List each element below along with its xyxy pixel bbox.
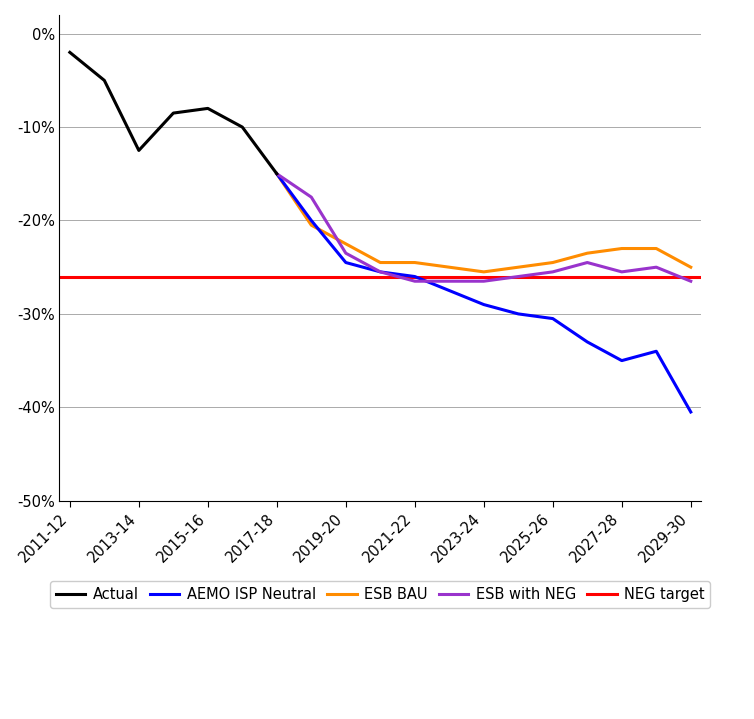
Actual (134, 146, 143, 155)
ESB BAU (272, 170, 281, 178)
Actual (66, 48, 75, 57)
Line: ESB with NEG: ESB with NEG (277, 174, 691, 281)
ESB with NEG (686, 277, 695, 285)
ESB BAU (513, 263, 523, 272)
AEMO ISP Neutral (410, 273, 419, 281)
ESB with NEG (583, 258, 592, 267)
NEG target (66, 273, 75, 281)
AEMO ISP Neutral (686, 408, 695, 416)
ESB BAU (651, 244, 661, 253)
ESB with NEG (307, 193, 316, 201)
ESB BAU (618, 244, 627, 253)
AEMO ISP Neutral (480, 301, 489, 309)
ESB BAU (445, 263, 454, 272)
ESB BAU (583, 249, 592, 257)
ESB with NEG (272, 170, 281, 178)
ESB BAU (480, 267, 489, 276)
AEMO ISP Neutral (342, 258, 351, 267)
Line: ESB BAU: ESB BAU (277, 174, 691, 272)
ESB BAU (375, 258, 385, 267)
ESB with NEG (548, 267, 557, 276)
AEMO ISP Neutral (513, 310, 523, 319)
ESB with NEG (480, 277, 489, 285)
AEMO ISP Neutral (548, 314, 557, 323)
Line: AEMO ISP Neutral: AEMO ISP Neutral (277, 174, 691, 412)
Actual (100, 76, 109, 85)
ESB with NEG (513, 273, 523, 281)
AEMO ISP Neutral (583, 338, 592, 347)
AEMO ISP Neutral (618, 357, 627, 365)
Legend: Actual, AEMO ISP Neutral, ESB BAU, ESB with NEG, NEG target: Actual, AEMO ISP Neutral, ESB BAU, ESB w… (51, 581, 710, 608)
ESB BAU (342, 239, 351, 248)
AEMO ISP Neutral (307, 216, 316, 225)
ESB BAU (307, 221, 316, 229)
AEMO ISP Neutral (375, 267, 385, 276)
ESB with NEG (618, 267, 627, 276)
ESB BAU (686, 263, 695, 272)
Actual (238, 123, 247, 132)
NEG target (100, 273, 109, 281)
AEMO ISP Neutral (272, 170, 281, 178)
Line: Actual: Actual (70, 52, 277, 174)
Actual (204, 104, 213, 113)
Actual (272, 170, 281, 178)
ESB with NEG (342, 249, 351, 257)
ESB with NEG (410, 277, 419, 285)
Actual (169, 109, 178, 117)
ESB BAU (410, 258, 419, 267)
ESB with NEG (445, 277, 454, 285)
ESB BAU (548, 258, 557, 267)
ESB with NEG (375, 267, 385, 276)
ESB with NEG (651, 263, 661, 272)
AEMO ISP Neutral (651, 347, 661, 356)
AEMO ISP Neutral (445, 286, 454, 295)
